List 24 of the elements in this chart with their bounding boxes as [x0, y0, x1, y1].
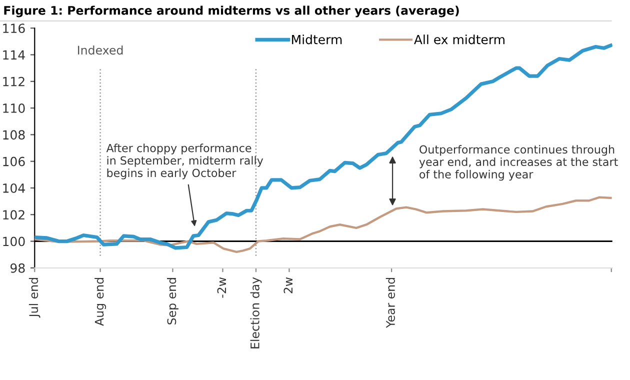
x-tick-label: Jul end: [28, 278, 40, 318]
y-tick-label: 108: [3, 130, 25, 140]
y-tick-label: 114: [3, 50, 25, 60]
y-tick-label: 116: [3, 24, 25, 34]
y-tick-label: 100: [3, 236, 25, 246]
legend-label: Midterm: [292, 34, 342, 44]
annotation: Outperformance continues through year end, and increases at the start of the following year: [419, 145, 618, 181]
x-tick-label: 2w: [284, 277, 292, 294]
x-tick-label: Sep end: [167, 278, 178, 324]
y-tick-label: 102: [3, 210, 24, 220]
ref-line-label: Indexed: [78, 45, 123, 55]
x-tick-label: -2w: [217, 277, 226, 298]
x-tick-label: Election day: [250, 277, 262, 348]
legend-label: All ex midterm: [414, 34, 504, 44]
y-tick-label: 104: [3, 183, 25, 193]
y-tick-label: 98: [10, 263, 25, 273]
annotation: After choppy performance in September, midterm rally begins in early October: [106, 144, 264, 180]
x-tick-label: Aug end: [94, 278, 106, 326]
chart-title: Figure 1: Performance around midterms vs all other years (average): [4, 6, 459, 18]
y-tick-label: 106: [3, 156, 25, 166]
x-tick-label: Year end: [386, 278, 395, 328]
line-series: [34, 196, 612, 254]
y-tick-label: 112: [3, 76, 24, 86]
y-tick-label: 110: [3, 104, 25, 113]
